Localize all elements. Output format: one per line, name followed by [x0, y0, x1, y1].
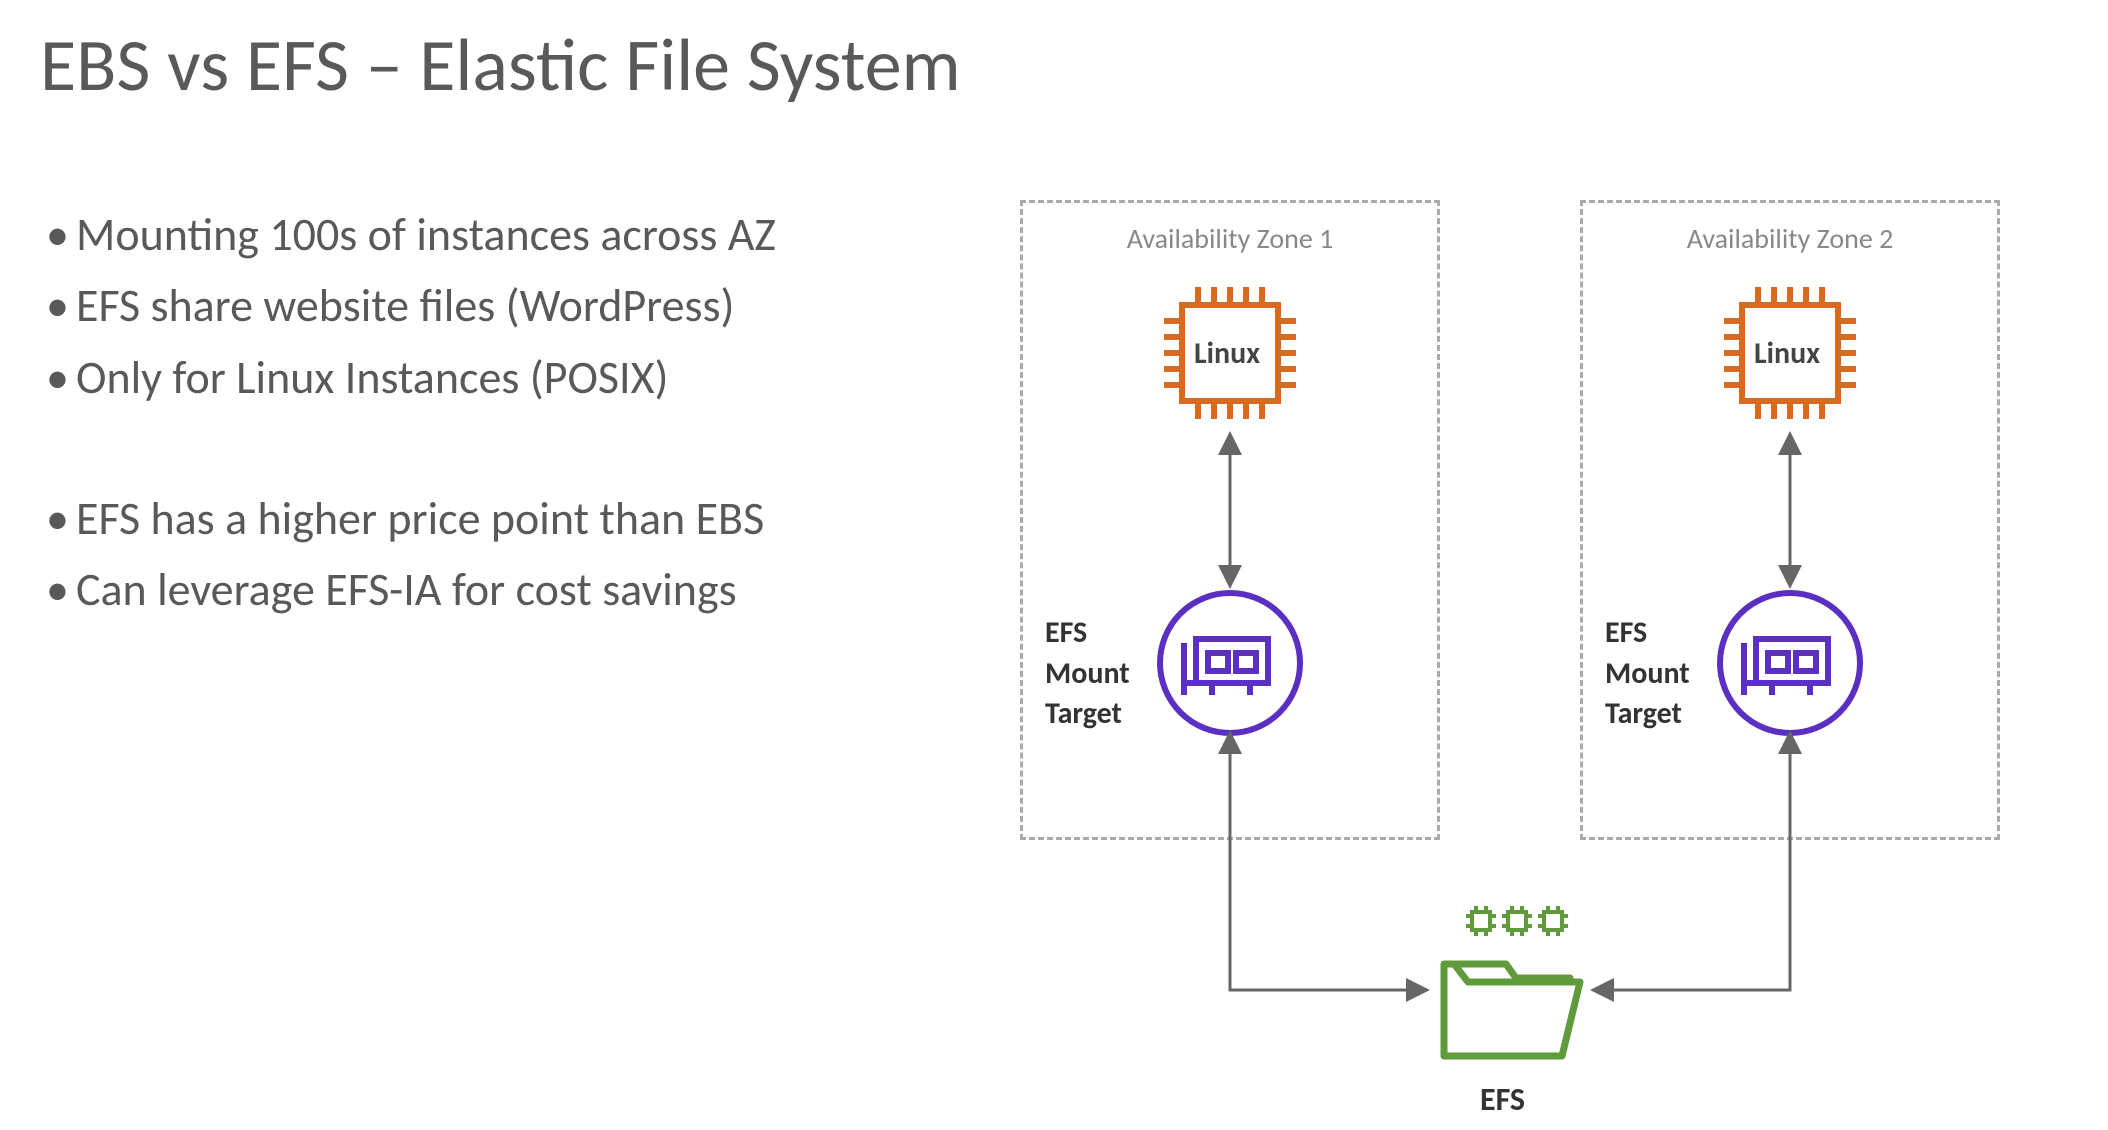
instance-label: Linux — [1754, 335, 1820, 372]
slide-title: EBS vs EFS – Elastic File System — [40, 20, 961, 110]
availability-zone-2-box: Availability Zone 2 — [1580, 200, 2000, 840]
linux-instance-icon: Linux — [1710, 273, 1870, 433]
bullet-item: EFS share website files (WordPress) — [40, 271, 980, 342]
linux-instance-icon: Linux — [1150, 273, 1310, 433]
efs-icon — [1430, 906, 1590, 1076]
efs-mount-target-icon — [1710, 583, 1870, 743]
efs-mount-target-icon — [1150, 583, 1310, 743]
bullet-item: EFS has a higher price point than EBS — [40, 484, 980, 555]
az1-label: Availability Zone 1 — [1023, 221, 1437, 256]
availability-zone-1-box: Availability Zone 1 — [1020, 200, 1440, 840]
mount-target-label: EFS Mount Target — [1045, 613, 1130, 735]
efs-label: EFS — [1480, 1080, 1525, 1119]
mount-target-label: EFS Mount Target — [1605, 613, 1690, 735]
bullet-list: Mounting 100s of instances across AZ EFS… — [40, 200, 980, 626]
instance-label: Linux — [1194, 335, 1260, 372]
arrow-instance-to-mount — [1770, 435, 1810, 585]
bullet-item: Can leverage EFS-IA for cost savings — [40, 555, 980, 626]
architecture-diagram: Availability Zone 1 — [1000, 200, 2060, 1120]
bullet-item: Mounting 100s of instances across AZ — [40, 200, 980, 271]
bullet-item: Only for Linux Instances (POSIX) — [40, 343, 980, 414]
arrow-instance-to-mount — [1210, 435, 1250, 585]
az2-label: Availability Zone 2 — [1583, 221, 1997, 256]
